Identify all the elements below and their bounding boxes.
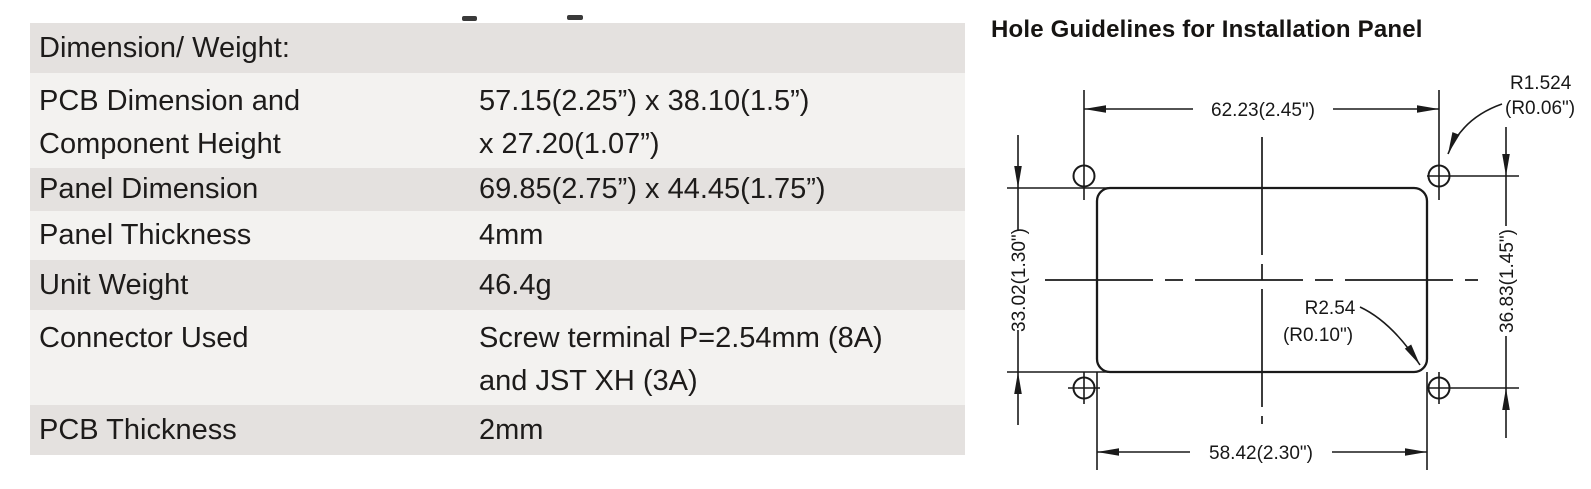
row-label: PCB Thickness bbox=[30, 414, 470, 447]
row-value-line: and JST XH (3A) bbox=[479, 365, 698, 397]
dimension-bottom: 58.42(2.30") bbox=[1096, 372, 1428, 470]
table-row-pcb-dimension: PCB Dimension and Component Height 57.15… bbox=[30, 73, 965, 168]
mounting-hole-bottom-left bbox=[1068, 372, 1100, 404]
dimension-right: 36.83(1.45") bbox=[1427, 127, 1519, 438]
row-label: Connector Used bbox=[30, 310, 470, 405]
crop-artifact-mark bbox=[462, 16, 477, 21]
crop-artifact-mark bbox=[567, 15, 583, 20]
table-row-unit-weight: Unit Weight 46.4g bbox=[30, 260, 965, 310]
row-label-line: PCB Dimension and bbox=[39, 85, 301, 117]
dimension-right-label: 36.83(1.45") bbox=[1497, 229, 1518, 333]
row-label-line: Unit Weight bbox=[39, 268, 189, 301]
row-label: PCB Dimension and Component Height bbox=[30, 73, 470, 168]
table-header-cell: Dimension/ Weight: bbox=[30, 32, 470, 65]
row-value-line: Screw terminal P=2.54mm (8A) bbox=[479, 322, 883, 354]
row-value: Screw terminal P=2.54mm (8A) and JST XH … bbox=[470, 310, 965, 405]
row-label: Unit Weight bbox=[30, 269, 470, 302]
row-value: 46.4g bbox=[470, 269, 965, 302]
row-value-line: 69.85(2.75”) x 44.45(1.75”) bbox=[479, 173, 826, 205]
row-value: 69.85(2.75”) x 44.45(1.75”) bbox=[470, 173, 965, 206]
row-label: Panel Dimension bbox=[30, 173, 470, 206]
row-value-line: 4mm bbox=[479, 219, 544, 251]
diagram-title: Hole Guidelines for Installation Panel bbox=[991, 16, 1423, 43]
table-header-text: Dimension/ Weight: bbox=[39, 31, 290, 64]
row-value-line: 2mm bbox=[479, 413, 544, 446]
row-value: 57.15(2.25”) x 38.10(1.5”) x 27.20(1.07”… bbox=[470, 73, 965, 168]
corner-radius-callout: R2.54 (R0.10") bbox=[1283, 298, 1421, 366]
row-label: Panel Thickness bbox=[30, 219, 470, 252]
corner-radius-label-line1: R2.54 bbox=[1305, 298, 1356, 319]
spec-table: Dimension/ Weight: PCB Dimension and Com… bbox=[30, 23, 965, 455]
row-value: 4mm bbox=[470, 219, 965, 252]
table-header-row: Dimension/ Weight: bbox=[30, 23, 965, 73]
row-value-line: x 27.20(1.07”) bbox=[479, 128, 660, 160]
row-value: 2mm bbox=[470, 414, 965, 447]
corner-radius-label-line2: (R0.10") bbox=[1283, 325, 1353, 346]
hole-radius-label-line2: (R0.06") bbox=[1505, 98, 1575, 119]
row-value-line: 46.4g bbox=[479, 268, 552, 301]
dimension-top: 62.23(2.45") bbox=[1083, 90, 1440, 200]
row-label-line: Connector Used bbox=[39, 322, 249, 354]
dimension-left-label: 33.02(1.30") bbox=[1009, 228, 1030, 332]
row-label-line: Panel Thickness bbox=[39, 219, 252, 251]
row-label-line: Panel Dimension bbox=[39, 173, 259, 205]
table-row-panel-thickness: Panel Thickness 4mm bbox=[30, 211, 965, 260]
hole-radius-leader-line bbox=[1447, 103, 1503, 155]
dimension-left: 33.02(1.30") bbox=[1007, 135, 1112, 425]
hole-radius-callout: R1.524 (R0.06") bbox=[1447, 73, 1575, 155]
row-label-line: PCB Thickness bbox=[39, 413, 237, 446]
dimension-bottom-label: 58.42(2.30") bbox=[1209, 443, 1313, 464]
hole-radius-label-line1: R1.524 bbox=[1510, 73, 1572, 94]
table-row-connector-used: Connector Used Screw terminal P=2.54mm (… bbox=[30, 310, 965, 405]
row-value-line: 57.15(2.25”) x 38.10(1.5”) bbox=[479, 85, 810, 117]
row-label-line: Component Height bbox=[39, 128, 281, 160]
dimension-top-label: 62.23(2.45") bbox=[1211, 100, 1315, 121]
corner-radius-leader-line bbox=[1359, 306, 1421, 366]
table-row-panel-dimension: Panel Dimension 69.85(2.75”) x 44.45(1.7… bbox=[30, 168, 965, 211]
table-row-pcb-thickness: PCB Thickness 2mm bbox=[30, 405, 965, 455]
